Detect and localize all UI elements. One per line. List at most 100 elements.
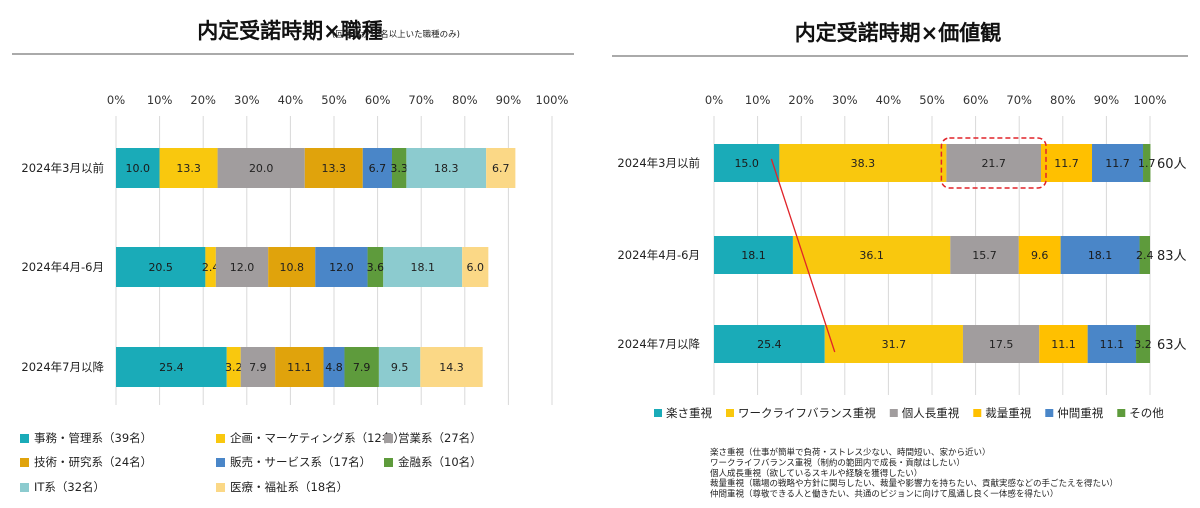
legend-swatch	[1045, 409, 1054, 417]
bar-segment	[367, 247, 384, 287]
data-label: 18.1	[410, 261, 435, 274]
bar-segment	[240, 347, 276, 387]
data-label: 9.5	[391, 361, 409, 374]
bar-segment	[824, 325, 963, 363]
data-label: 15.7	[972, 249, 997, 262]
bar-segment	[714, 236, 793, 274]
x-tick-label: 90%	[496, 93, 522, 107]
legend-swatch	[973, 409, 982, 417]
data-label: 21.7	[981, 157, 1006, 170]
bar-segment	[1136, 325, 1150, 363]
bar-segment	[406, 148, 487, 188]
x-tick-label: 20%	[788, 93, 814, 107]
data-label: 10.0	[126, 162, 151, 175]
data-label: 36.1	[859, 249, 884, 262]
bar-segment	[217, 148, 305, 188]
row-total-label: 63人	[1157, 338, 1187, 353]
bar-segment	[116, 148, 160, 188]
data-label: 11.7	[1105, 157, 1130, 170]
x-tick-label: 100%	[1134, 93, 1167, 107]
bar-segment	[1018, 236, 1061, 274]
bar-segment	[1060, 236, 1140, 274]
bar-segment	[383, 247, 463, 287]
data-label: 1.7	[1138, 157, 1156, 170]
bar-segment	[1139, 236, 1150, 274]
legend-swatch	[384, 434, 393, 443]
category-label: 2024年4月-6月	[617, 248, 700, 262]
bar-segment	[378, 347, 421, 387]
data-label: 12.0	[230, 261, 255, 274]
bar-segment	[420, 347, 483, 387]
bar-segment	[391, 148, 407, 188]
footnote: 個人成長重視（欲しているスキルや経験を獲得したい）	[710, 468, 922, 479]
data-label: 20.5	[148, 261, 173, 274]
data-label: 3.3	[390, 162, 408, 175]
bar-segment	[275, 347, 324, 387]
bar-segment	[323, 347, 345, 387]
x-tick-label: 90%	[1094, 93, 1120, 107]
legend-label: 金融系（10名）	[398, 455, 482, 469]
x-tick-label: 40%	[278, 93, 304, 107]
footnote: ワークライフバランス重視（制約の範囲内で成長・貢献はしたい）	[710, 457, 965, 468]
data-label: 11.1	[1100, 338, 1125, 351]
bar-segment	[792, 236, 951, 274]
bar-segment	[714, 144, 780, 182]
data-label: 2.4	[202, 261, 220, 274]
data-label: 3.2	[1134, 338, 1152, 351]
legend-label: 事務・管理系（39名）	[34, 431, 152, 445]
legend-label: 医療・福祉系（18名）	[230, 480, 348, 494]
legend-swatch	[384, 458, 393, 467]
legend-label: 技術・研究系（24名）	[34, 455, 152, 469]
data-label: 31.7	[882, 338, 907, 351]
legend-label: 裁量重視	[985, 406, 1031, 420]
data-label: 17.5	[989, 338, 1014, 351]
legend-label: 企画・マーケティング系（12名）	[230, 431, 405, 445]
data-label: 7.9	[353, 361, 371, 374]
trend-line	[770, 158, 836, 353]
bar-segment	[779, 144, 947, 182]
data-label: 3.2	[225, 361, 243, 374]
data-label: 10.8	[279, 261, 304, 274]
data-label: 12.0	[329, 261, 354, 274]
x-tick-label: 10%	[147, 93, 173, 107]
data-label: 13.3	[322, 162, 347, 175]
bar-segment	[962, 325, 1040, 363]
legend-swatch	[20, 483, 29, 492]
data-label: 25.4	[159, 361, 184, 374]
chart-1: 内定受諾時期×職種(回答者が10名以上いた職種のみ) 0% 10% 20% 30% 40%…	[12, 19, 574, 494]
bar-segment	[486, 148, 516, 188]
data-label: 3.6	[367, 261, 385, 274]
chart-title: 内定受諾時期×価値観	[795, 21, 1002, 45]
chart-subtitle: (回答者が10名以上いた職種のみ)	[332, 29, 460, 40]
x-tick-label: 80%	[1050, 93, 1076, 107]
x-tick-label: 100%	[536, 93, 569, 107]
bar-segment	[1041, 144, 1093, 182]
x-tick-label: 50%	[919, 93, 945, 107]
bar-segment	[268, 247, 316, 287]
legend-swatch	[889, 409, 898, 417]
bar-segment	[946, 144, 1041, 182]
row-total-label: 60人	[1157, 157, 1187, 172]
x-tick-label: 30%	[234, 93, 260, 107]
bar-segment	[304, 148, 363, 188]
data-label: 14.3	[439, 361, 464, 374]
data-label: 9.6	[1031, 249, 1049, 262]
data-label: 18.3	[434, 162, 459, 175]
data-label: 25.4	[757, 338, 782, 351]
bar-segment	[205, 247, 216, 287]
x-tick-label: 70%	[408, 93, 434, 107]
data-label: 6.0	[467, 261, 485, 274]
bar-segment	[344, 347, 379, 387]
legend-label: 仲間重視	[1057, 406, 1103, 420]
legend-swatch	[726, 409, 734, 417]
legend-swatch	[216, 483, 225, 492]
bar-segment	[116, 247, 206, 287]
legend-label: 楽さ重視	[666, 406, 712, 420]
legend-swatch	[216, 434, 225, 443]
x-tick-label: 20%	[190, 93, 216, 107]
footnote: 仲間重視（尊敬できる人と働きたい、共通のビジョンに向けて風通し良く一体感を得たい…	[710, 489, 1058, 500]
bar-segment	[159, 148, 218, 188]
x-tick-label: 30%	[832, 93, 858, 107]
data-label: 4.8	[325, 361, 343, 374]
